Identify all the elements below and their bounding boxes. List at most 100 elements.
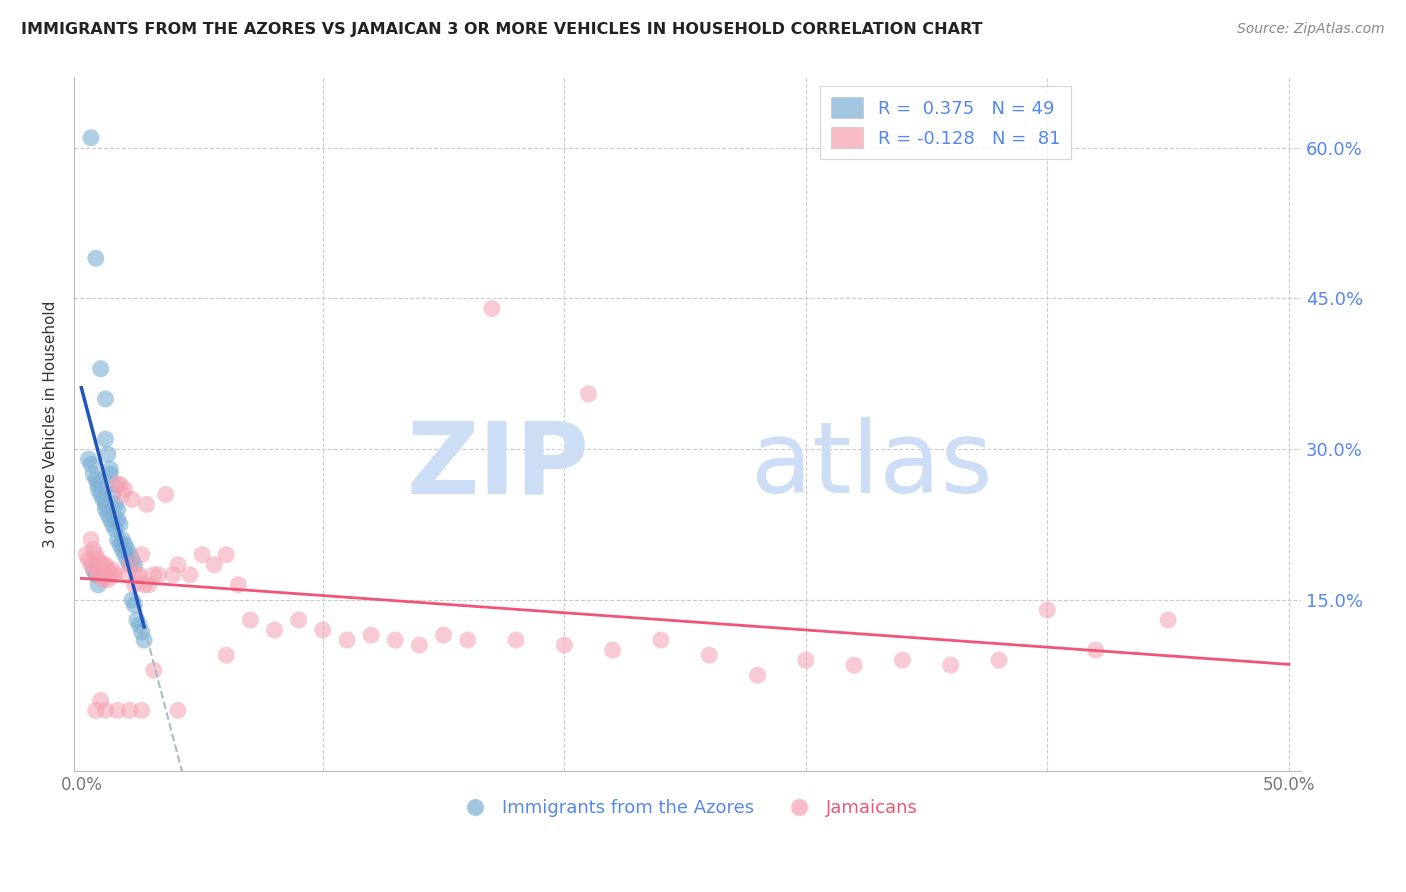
Point <box>87 477 110 491</box>
Point <box>1084 643 1107 657</box>
Point <box>90 487 112 501</box>
Point <box>108 477 131 491</box>
Text: atlas: atlas <box>751 417 993 514</box>
Point <box>191 548 214 562</box>
Point <box>97 563 120 577</box>
Point <box>80 533 103 547</box>
Point <box>97 447 120 461</box>
Text: IMMIGRANTS FROM THE AZORES VS JAMAICAN 3 OR MORE VEHICLES IN HOUSEHOLD CORRELATI: IMMIGRANTS FROM THE AZORES VS JAMAICAN 3… <box>21 22 983 37</box>
Point <box>101 477 124 491</box>
Point <box>108 538 131 552</box>
Point <box>94 498 117 512</box>
Point <box>481 301 503 316</box>
Point <box>125 567 148 582</box>
Point <box>84 472 107 486</box>
Point <box>167 558 190 572</box>
Point <box>82 563 104 577</box>
Point <box>167 703 190 717</box>
Point <box>336 633 359 648</box>
Point <box>891 653 914 667</box>
Point <box>90 361 112 376</box>
Point <box>747 668 769 682</box>
Point <box>82 542 104 557</box>
Point <box>148 567 170 582</box>
Point <box>87 567 110 582</box>
Point <box>84 567 107 582</box>
Point <box>115 567 138 582</box>
Point <box>115 542 138 557</box>
Point <box>104 498 127 512</box>
Point <box>287 613 309 627</box>
Point <box>107 533 129 547</box>
Point <box>602 643 624 657</box>
Point <box>114 548 136 562</box>
Point <box>1157 613 1180 627</box>
Point <box>94 392 117 406</box>
Legend: Immigrants from the Azores, Jamaicans: Immigrants from the Azores, Jamaicans <box>450 791 925 824</box>
Point <box>134 633 156 648</box>
Point <box>115 552 138 566</box>
Point <box>101 517 124 532</box>
Point <box>155 487 177 501</box>
Point <box>87 483 110 497</box>
Point <box>118 548 141 562</box>
Point <box>91 492 114 507</box>
Point <box>98 512 121 526</box>
Point <box>114 538 136 552</box>
Point <box>135 498 157 512</box>
Point <box>108 517 131 532</box>
Point <box>91 558 114 572</box>
Point <box>1036 603 1059 617</box>
Point <box>215 648 238 662</box>
Point <box>263 623 285 637</box>
Point <box>124 558 146 572</box>
Point <box>107 703 129 717</box>
Point <box>84 252 107 266</box>
Point <box>104 523 127 537</box>
Point <box>432 628 454 642</box>
Point <box>121 593 143 607</box>
Point <box>101 567 124 582</box>
Point <box>82 467 104 482</box>
Point <box>114 483 136 497</box>
Point <box>90 567 112 582</box>
Point <box>84 563 107 577</box>
Point <box>138 578 160 592</box>
Point <box>118 703 141 717</box>
Point <box>91 573 114 587</box>
Point <box>84 548 107 562</box>
Point <box>384 633 406 648</box>
Point <box>505 633 527 648</box>
Point <box>125 613 148 627</box>
Point <box>312 623 335 637</box>
Point <box>128 618 150 632</box>
Point <box>111 542 134 557</box>
Point <box>162 567 184 582</box>
Point <box>97 573 120 587</box>
Point <box>650 633 672 648</box>
Point <box>87 578 110 592</box>
Point <box>226 578 249 592</box>
Point <box>111 533 134 547</box>
Point <box>128 567 150 582</box>
Point <box>939 658 962 673</box>
Point <box>94 502 117 516</box>
Text: ZIP: ZIP <box>406 417 589 514</box>
Point <box>988 653 1011 667</box>
Point <box>131 625 153 640</box>
Point <box>101 563 124 577</box>
Point <box>98 567 121 582</box>
Point <box>215 548 238 562</box>
Point <box>134 578 156 592</box>
Point <box>842 658 865 673</box>
Point <box>80 558 103 572</box>
Point <box>107 477 129 491</box>
Point <box>121 492 143 507</box>
Point <box>97 508 120 522</box>
Point <box>107 502 129 516</box>
Point <box>457 633 479 648</box>
Point <box>94 432 117 446</box>
Point <box>118 558 141 572</box>
Point <box>142 663 165 677</box>
Point <box>98 467 121 482</box>
